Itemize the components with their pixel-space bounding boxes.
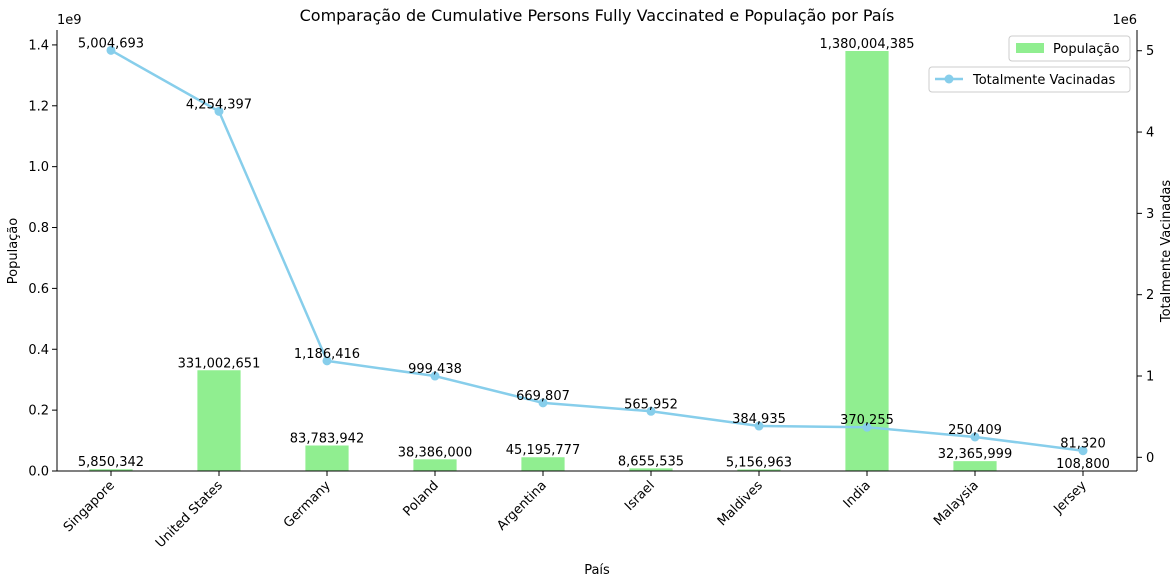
chart-title: Comparação de Cumulative Persons Fully V…	[300, 6, 895, 25]
right-tick-label: 5	[1146, 44, 1154, 59]
x-tick-label: Malaysia	[931, 478, 982, 529]
left-tick-label: 0.4	[28, 343, 49, 358]
line-value-label: 5,004,693	[78, 36, 144, 51]
x-tick-label: Jersey	[1050, 478, 1090, 518]
bar-value-label: 32,365,999	[938, 447, 1012, 462]
bar-value-label: 331,002,651	[178, 356, 261, 371]
line-value-label: 384,935	[732, 412, 786, 427]
x-tick-label: India	[841, 478, 874, 511]
x-tick-label: Germany	[281, 478, 334, 531]
x-tick-label: Poland	[401, 478, 442, 519]
bar-value-label: 45,195,777	[506, 443, 580, 458]
left-axis-title: População	[6, 218, 21, 285]
right-tick-label: 0	[1146, 451, 1154, 466]
left-offset-label: 1e9	[57, 13, 82, 28]
line-series	[107, 46, 1088, 455]
bar-value-label: 83,783,942	[290, 432, 364, 447]
line-value-label: 999,438	[408, 362, 462, 377]
x-tick-label: Maldives	[715, 478, 766, 529]
x-axis-title: País	[584, 563, 610, 577]
bar-malaysia	[953, 461, 996, 471]
x-tick-label: United States	[153, 478, 226, 551]
bar-value-label: 5,850,342	[78, 455, 144, 470]
bar-value-label: 5,156,963	[726, 455, 792, 470]
bar-poland	[413, 459, 456, 471]
line-value-label: 250,409	[948, 423, 1002, 438]
legend-label-line: Totalmente Vacinadas	[972, 73, 1116, 88]
line-value-label: 81,320	[1060, 437, 1106, 452]
bar-value-label: 8,655,535	[618, 454, 684, 469]
bar-united-states	[197, 370, 240, 471]
left-tick-label: 0.6	[28, 282, 49, 297]
x-tick-label: Israel	[622, 478, 658, 514]
right-offset-label: 1e6	[1112, 13, 1137, 28]
bar-value-label: 38,386,000	[398, 445, 472, 460]
line-value-label: 370,255	[840, 413, 894, 428]
left-tick-label: 0.2	[28, 404, 49, 419]
left-tick-label: 1.4	[28, 38, 49, 53]
line-value-label: 4,254,397	[186, 97, 252, 112]
line-value-label: 669,807	[516, 389, 570, 404]
right-tick-label: 3	[1146, 207, 1154, 222]
line-value-label: 565,952	[624, 397, 678, 412]
legend-swatch-bar	[1016, 43, 1044, 53]
bar-value-label: 108,800	[1056, 457, 1110, 472]
left-tick-label: 1.2	[28, 99, 49, 114]
legend-label-bar: População	[1053, 42, 1120, 57]
right-tick-label: 1	[1146, 370, 1154, 385]
x-tick-label: Singapore	[61, 478, 118, 535]
left-tick-label: 1.0	[28, 160, 49, 175]
legend: População Totalmente Vacinadas	[929, 36, 1130, 92]
left-tick-label: 0.8	[28, 221, 49, 236]
bar-argentina	[521, 457, 564, 471]
bar-india	[845, 51, 888, 471]
line-value-label: 1,186,416	[294, 347, 360, 362]
bar-germany	[305, 446, 348, 471]
left-tick-label: 0.0	[28, 465, 49, 480]
right-tick-label: 4	[1146, 126, 1154, 141]
right-axis-title: Totalmente Vacinadas	[1159, 180, 1173, 324]
bar-value-label: 1,380,004,385	[819, 37, 914, 52]
line-path	[111, 50, 1083, 450]
legend-swatch-marker	[945, 75, 954, 84]
x-tick-label: Argentina	[494, 478, 549, 533]
right-tick-label: 2	[1146, 288, 1154, 303]
